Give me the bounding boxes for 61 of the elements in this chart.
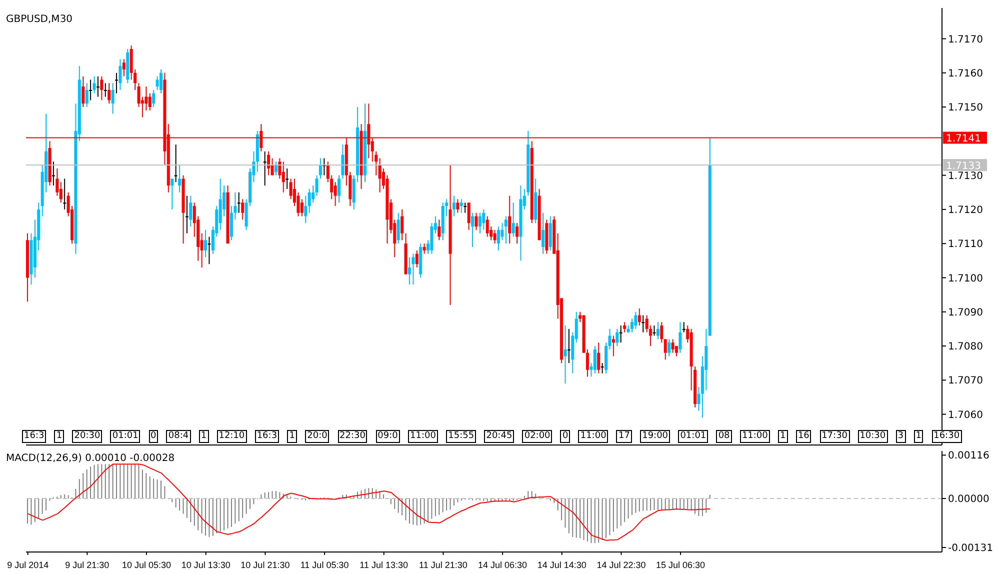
y-tick-label: -0.00131: [948, 543, 993, 554]
x-tick-label: 11 Jul 05:30: [300, 560, 349, 570]
text: GBPUSD,M30: [6, 14, 73, 25]
annotation: 09:0: [376, 430, 400, 443]
annotation: 17: [616, 430, 632, 443]
x-tick-label: 15 Jul 06:30: [656, 560, 706, 570]
annotation: 1: [914, 430, 924, 443]
y-tick-label: 1.7090: [948, 307, 983, 318]
annotation: 11:00: [408, 430, 438, 443]
annotation: 3: [896, 430, 906, 443]
annotation: 1: [778, 430, 788, 443]
x-tick-label: 14 Jul 06:30: [478, 560, 528, 570]
y-tick-label: 1.7120: [948, 204, 983, 216]
y-tick-label: 1.7130: [948, 170, 983, 182]
y-tick-label: 0.00116: [948, 450, 990, 462]
y-tick-label: 0.00000: [948, 494, 990, 506]
annotation: 16:3: [254, 430, 280, 443]
ref-line-label: 1.7141: [946, 134, 981, 145]
x-tick-label: 10 Jul 13:30: [181, 560, 230, 570]
annotation: 0: [560, 430, 570, 443]
annotation: 16:3: [22, 430, 46, 443]
annotation: 08:4: [166, 430, 191, 443]
annotation: 20:0: [305, 430, 330, 443]
annotation: 12:10: [216, 430, 247, 443]
x-tick-label: 11 Jul 13:30: [360, 560, 408, 570]
annotation: 16:30: [932, 430, 962, 443]
annotation: 0: [148, 430, 158, 443]
annotation: 10:30: [858, 430, 888, 443]
x-tick-label: 10 Jul 21:30: [240, 560, 290, 570]
x-tick-label: 14 Jul 14:30: [537, 560, 586, 570]
y-tick-label: 1.7060: [948, 410, 983, 421]
y-tick-label: 1.7070: [948, 376, 983, 387]
annotation: 1: [198, 430, 209, 443]
ref-line-label: 1.7133: [946, 161, 981, 172]
annotation: 01:01: [110, 430, 140, 443]
annotation: 01:01: [678, 430, 708, 443]
chart-title: MACD(12,26,9) 0.00010 -0.00028: [6, 453, 175, 464]
x-tick-label: 11 Jul 21:30: [419, 560, 468, 570]
y-tick-label: 1.7160: [948, 68, 983, 80]
y-tick-label: 1.7110: [948, 239, 983, 250]
y-tick-label: 1.7170: [948, 34, 983, 46]
y-tick-label: 1.7100: [948, 273, 983, 284]
x-tick-label: 9 Jul 21:30: [65, 560, 110, 570]
x-tick-label: 10 Jul 05:30: [122, 560, 172, 570]
annotation: 11:00: [578, 430, 608, 443]
y-tick-label: 1.7080: [948, 342, 983, 353]
x-tick-label: 14 Jul 22:30: [596, 560, 646, 570]
annotation: 02:00: [522, 430, 552, 443]
annotation: 20:45: [484, 430, 514, 443]
y-tick-label: 1.7150: [948, 102, 983, 114]
annotation: 11:00: [740, 430, 770, 443]
annotation: 1: [287, 430, 297, 443]
annotation: 19:00: [640, 430, 670, 443]
x-tick-label: 9 Jul 2014: [7, 560, 49, 570]
annotation: 1: [54, 430, 64, 443]
annotation: 22:30: [338, 430, 368, 443]
annotation: 15:55: [446, 430, 476, 443]
annotation: 16: [796, 430, 812, 443]
annotation: 20:30: [72, 430, 102, 443]
annotation: 17:30: [820, 430, 850, 443]
annotation: 08: [716, 430, 732, 443]
